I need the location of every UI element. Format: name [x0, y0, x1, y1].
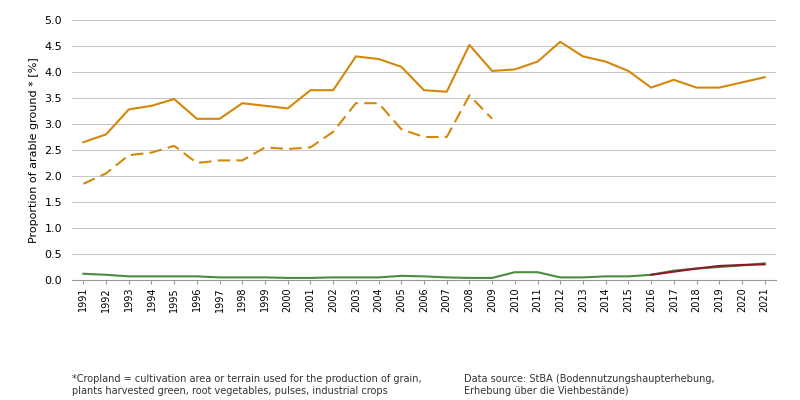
Text: Data source: StBA (Bodennutzungshaupterhebung,
Erhebung über die Viehbestände): Data source: StBA (Bodennutzungshaupterh… [464, 374, 714, 396]
Y-axis label: Proportion of arable ground * [%]: Proportion of arable ground * [%] [29, 57, 39, 243]
Text: *Cropland = cultivation area or terrain used for the production of grain,
plants: *Cropland = cultivation area or terrain … [72, 374, 422, 396]
